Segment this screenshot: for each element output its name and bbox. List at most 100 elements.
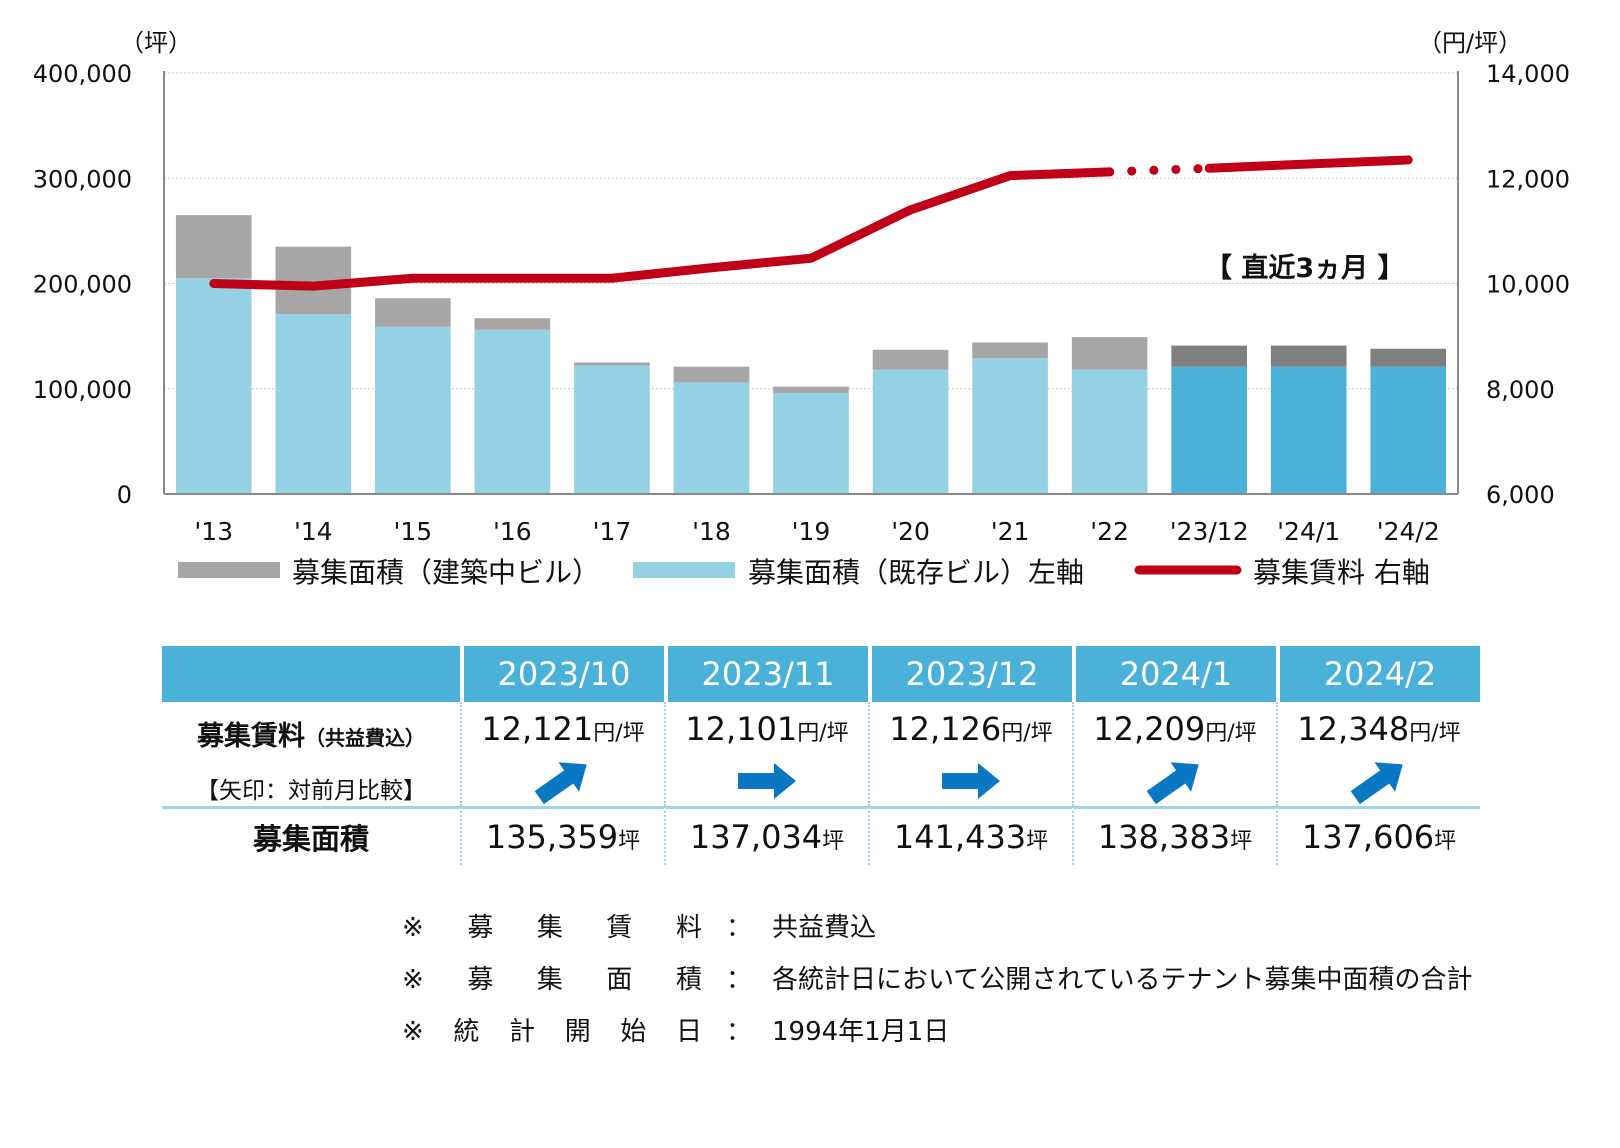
bar-construction <box>1071 337 1148 370</box>
rent-point <box>1208 167 1211 170</box>
area-cell: 138,383坪 <box>1072 806 1276 865</box>
left-tick-label: 100,000 <box>33 376 132 404</box>
rent-cell: 12,126円/坪 <box>868 702 1072 806</box>
x-tick-label: '21 <box>991 517 1030 546</box>
rent-value: 12,348 <box>1297 710 1410 748</box>
bars <box>175 215 1447 494</box>
area-value: 135,359 <box>485 818 619 856</box>
trend-arrow-icon <box>666 756 868 806</box>
right-axis-unit: （円/坪） <box>1418 29 1522 57</box>
note-key: ※ 統計開始日 <box>402 1006 702 1058</box>
axes <box>163 71 1459 495</box>
bar-existing <box>1071 369 1148 494</box>
bar-construction <box>474 318 551 330</box>
area-value: 141,433 <box>893 818 1027 856</box>
note-key-char: 積 <box>675 965 702 995</box>
bar-existing <box>1171 366 1247 494</box>
note-key-char: 料 <box>675 913 702 943</box>
note-key-char: 面 <box>606 965 633 995</box>
rent-point <box>1108 170 1111 173</box>
trend-arrow-icon <box>1278 756 1480 806</box>
rent-unit: 円/坪 <box>797 721 849 746</box>
note-key-char: 日 <box>675 1017 702 1047</box>
area-cell: 141,433坪 <box>868 806 1072 865</box>
legend-swatch-existing <box>633 562 735 578</box>
grid-lines <box>164 72 1458 390</box>
x-tick-label: '18 <box>692 517 731 546</box>
note-key-char: ※ <box>402 913 424 943</box>
x-tick-label: '13 <box>194 517 233 546</box>
right-tick-label: 6,000 <box>1486 481 1555 509</box>
note-row: ※ 統計開始日 ： 1994年1月1日 <box>402 1006 1472 1058</box>
x-tick-label: '22 <box>1090 517 1129 546</box>
legend-label-rent: 募集賃料 右軸 <box>1253 556 1430 589</box>
bar-existing <box>1370 366 1447 494</box>
table-header-blank <box>162 646 460 702</box>
area-value: 137,034 <box>689 818 823 856</box>
right-tick-label: 12,000 <box>1486 165 1570 193</box>
notes: ※ 募集賃料 ： 共益費込 ※ 募 集 面 積 ： 各統計日において公開されているテナント… <box>402 902 1472 1058</box>
rent-point <box>710 266 713 269</box>
legend: 募集面積（建築中ビル） 募集面積（既存ビル）左軸 募集賃料 右軸 <box>178 556 1430 589</box>
rent-area-chart: 400,000 300,000 200,000 100,000 0 14,000 12,00… <box>33 29 1570 589</box>
x-tick-label: '20 <box>891 517 930 546</box>
left-tick-label: 200,000 <box>33 271 132 299</box>
area-row-label: 募集面積 <box>162 806 460 865</box>
note-value: 共益費込 <box>772 913 877 943</box>
note-key-char: ※ <box>402 1017 424 1047</box>
area-unit: 坪 <box>1434 829 1457 854</box>
x-tick-label: '14 <box>294 517 333 546</box>
bar-existing <box>972 358 1048 494</box>
arrow-shape <box>942 763 1000 799</box>
area-unit: 坪 <box>822 829 845 854</box>
rent-point <box>1009 174 1012 177</box>
rent-label: 募集賃料 <box>197 721 305 752</box>
rent-line <box>209 155 1413 291</box>
bar-construction <box>1171 345 1247 367</box>
note-key: ※ 募 集 面 積 <box>402 954 702 1006</box>
bar-existing <box>375 326 451 494</box>
bar-existing <box>1270 366 1347 494</box>
bar-existing <box>872 369 949 494</box>
note-key-char: 計 <box>509 1017 536 1047</box>
bar-construction <box>1370 348 1447 367</box>
arrow-shape <box>1350 762 1403 805</box>
x-tick-label: '23/12 <box>1170 517 1249 546</box>
x-tick-label: '15 <box>394 517 433 546</box>
x-tick-label: '24/1 <box>1277 517 1340 546</box>
x-tick-label: '17 <box>593 517 632 546</box>
rent-point <box>810 257 812 260</box>
note-key-char: 募 <box>467 965 494 995</box>
note-row: ※ 募 集 賃 料 ： 共益費込 <box>402 902 1472 954</box>
rent-unit: 円/坪 <box>1409 721 1461 746</box>
axis-labels: 400,000 300,000 200,000 100,000 0 14,000 12,00… <box>33 60 1570 546</box>
rent-unit: 円/坪 <box>1001 721 1053 746</box>
table-header-month: 2024/1 <box>1072 646 1276 702</box>
rent-unit: 円/坪 <box>1205 721 1257 746</box>
left-tick-label: 0 <box>117 481 132 509</box>
table-header-month: 2024/2 <box>1276 646 1480 702</box>
table-row-area: 募集面積 135,359坪 137,034坪 141,433坪 138,383坪… <box>162 806 1480 865</box>
left-axis-unit: （坪） <box>120 29 192 57</box>
rent-point <box>1307 163 1310 166</box>
x-tick-label: '16 <box>493 517 532 546</box>
area-cell: 137,606坪 <box>1276 806 1480 865</box>
rent-cell: 12,121円/坪 <box>460 702 664 806</box>
note-value: 各統計日において公開されているテナント募集中面積の合計 <box>772 965 1473 995</box>
bar-construction <box>872 349 949 370</box>
rent-row-label: 募集賃料（共益費込） 【矢印：対前月比較】 <box>162 702 460 806</box>
table-header-month: 2023/11 <box>664 646 868 702</box>
note-key-char: ※ <box>402 965 424 995</box>
rent-line-annual <box>209 167 1115 291</box>
bar-construction <box>375 298 451 327</box>
trend-arrow-icon <box>462 756 664 806</box>
note-colon: ： <box>726 965 753 995</box>
arrow-shape <box>1146 762 1199 805</box>
note-key: ※ 募 集 賃 料 <box>402 902 702 954</box>
x-tick-label: '19 <box>792 517 831 546</box>
bar-existing <box>574 365 650 494</box>
area-value: 137,606 <box>1301 818 1435 856</box>
right-tick-label: 10,000 <box>1486 271 1570 299</box>
note-key-char: 集 <box>536 965 563 995</box>
rent-point <box>212 282 215 285</box>
